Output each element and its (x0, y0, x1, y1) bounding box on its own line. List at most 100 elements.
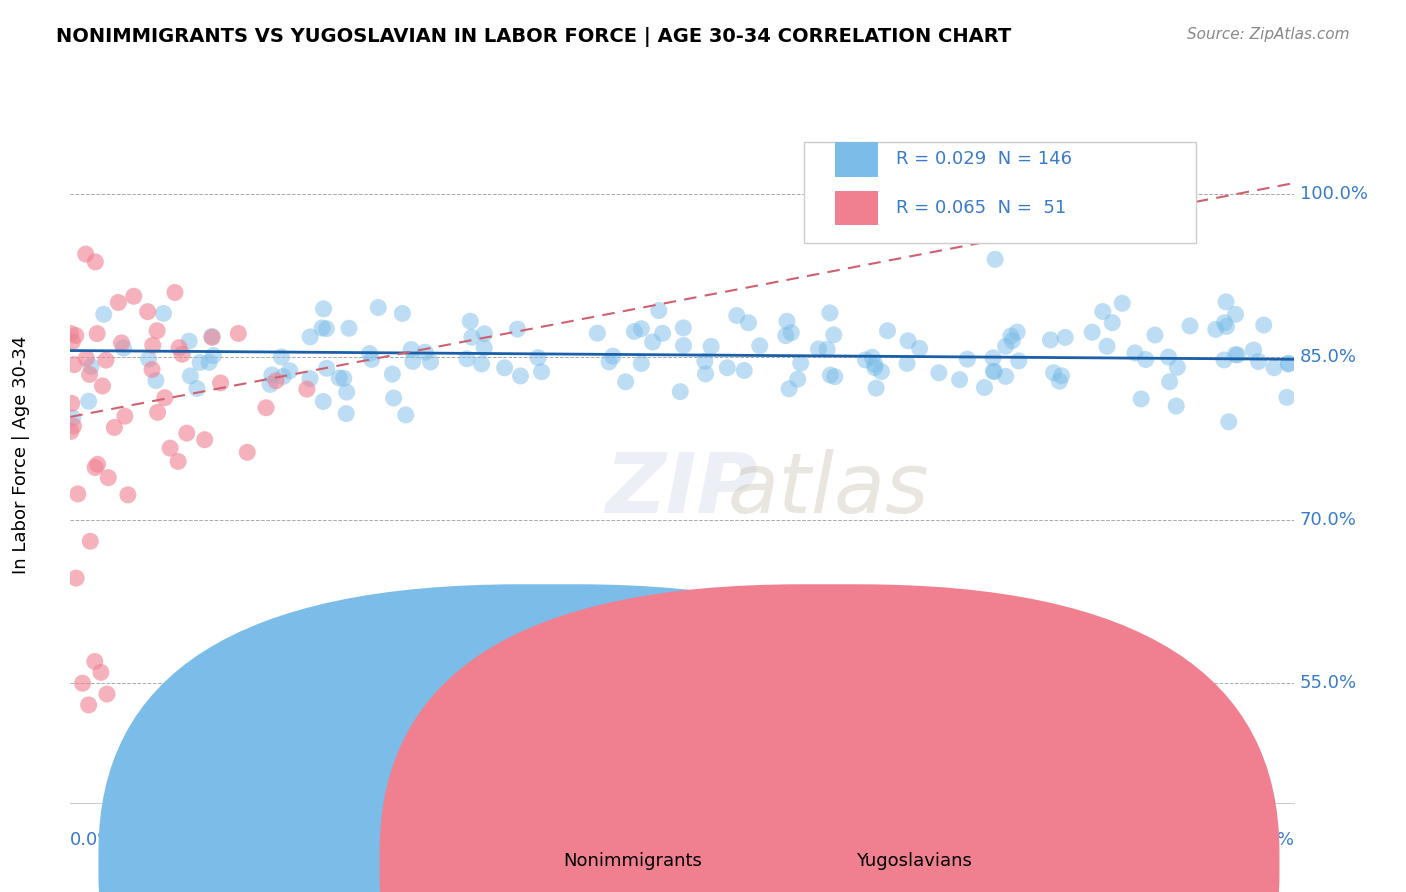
Point (271, 369, 294, 384)
Point (141, 362, 163, 376)
Point (122, 289, 145, 303)
Point (748, 339, 770, 353)
Point (333, 371, 356, 385)
Point (949, 373, 972, 387)
Point (117, 488, 139, 502)
Text: R = 0.065  N =  51: R = 0.065 N = 51 (896, 199, 1066, 217)
Point (62, 334, 84, 349)
Point (179, 368, 201, 383)
Point (399, 343, 422, 357)
Point (311, 321, 333, 335)
Point (1049, 374, 1071, 388)
Point (226, 326, 249, 341)
Point (1218, 415, 1240, 429)
Point (928, 366, 950, 380)
Point (264, 374, 287, 388)
Point (1247, 354, 1270, 368)
Point (1111, 296, 1133, 310)
Point (97, 470, 120, 484)
Point (1215, 294, 1237, 309)
Point (1253, 318, 1275, 332)
Point (62, 419, 84, 434)
Point (114, 409, 136, 424)
Point (807, 342, 830, 356)
Point (259, 377, 281, 392)
Point (1039, 333, 1062, 347)
Point (1213, 316, 1236, 330)
Point (179, 334, 201, 348)
Text: 85.0%: 85.0% (1299, 348, 1357, 366)
Point (1000, 329, 1022, 343)
Point (897, 334, 920, 348)
Point (93, 307, 115, 321)
Point (1263, 360, 1285, 375)
Point (94, 353, 117, 368)
Point (295, 382, 318, 396)
Point (509, 368, 531, 383)
Point (1123, 346, 1146, 360)
Point (413, 345, 436, 359)
FancyBboxPatch shape (804, 142, 1195, 243)
Point (820, 368, 842, 383)
Point (201, 329, 224, 343)
Point (823, 327, 845, 342)
Point (1159, 375, 1181, 389)
Point (299, 371, 322, 385)
Point (80, 359, 103, 374)
Point (1225, 348, 1247, 362)
Point (973, 380, 995, 394)
Point (458, 314, 481, 328)
Point (260, 368, 283, 382)
Point (865, 381, 887, 395)
Point (1157, 350, 1180, 364)
Point (315, 361, 337, 376)
Point (630, 322, 652, 336)
Point (860, 351, 883, 365)
Point (641, 334, 664, 349)
Point (994, 339, 1017, 353)
Point (780, 326, 803, 340)
Point (188, 355, 211, 369)
Point (815, 343, 838, 357)
Point (1277, 356, 1299, 370)
Point (598, 355, 620, 369)
Point (461, 330, 484, 344)
Point (789, 356, 811, 370)
Point (1243, 343, 1265, 357)
Point (737, 316, 759, 330)
Text: In Labor Force | Age 30-34: In Labor Force | Age 30-34 (13, 335, 31, 574)
Text: Source: ZipAtlas.com: Source: ZipAtlas.com (1187, 27, 1350, 42)
Point (65, 571, 87, 585)
Point (382, 391, 405, 405)
Text: 100.0%: 100.0% (1226, 830, 1294, 848)
Point (402, 354, 425, 368)
Point (1054, 330, 1077, 344)
Point (328, 371, 350, 385)
Point (202, 349, 225, 363)
Point (153, 391, 176, 405)
Point (278, 364, 301, 378)
Point (651, 326, 673, 341)
Point (60, 396, 83, 410)
Point (1225, 307, 1247, 321)
Point (824, 369, 846, 384)
Point (86, 326, 108, 341)
Point (1130, 392, 1153, 406)
Point (359, 346, 381, 360)
Point (337, 321, 360, 335)
Point (72, 676, 94, 690)
Point (855, 352, 877, 367)
Text: 55.0%: 55.0% (1299, 674, 1357, 692)
Point (142, 338, 165, 352)
Point (63, 358, 86, 372)
Point (336, 385, 359, 400)
Point (630, 357, 652, 371)
Text: 70.0%: 70.0% (1299, 511, 1357, 529)
Point (152, 306, 174, 320)
Point (672, 338, 695, 352)
Point (1213, 353, 1236, 368)
Text: 0.0%: 0.0% (70, 830, 115, 848)
Point (84, 460, 107, 475)
Point (983, 364, 1005, 378)
Point (863, 357, 886, 371)
